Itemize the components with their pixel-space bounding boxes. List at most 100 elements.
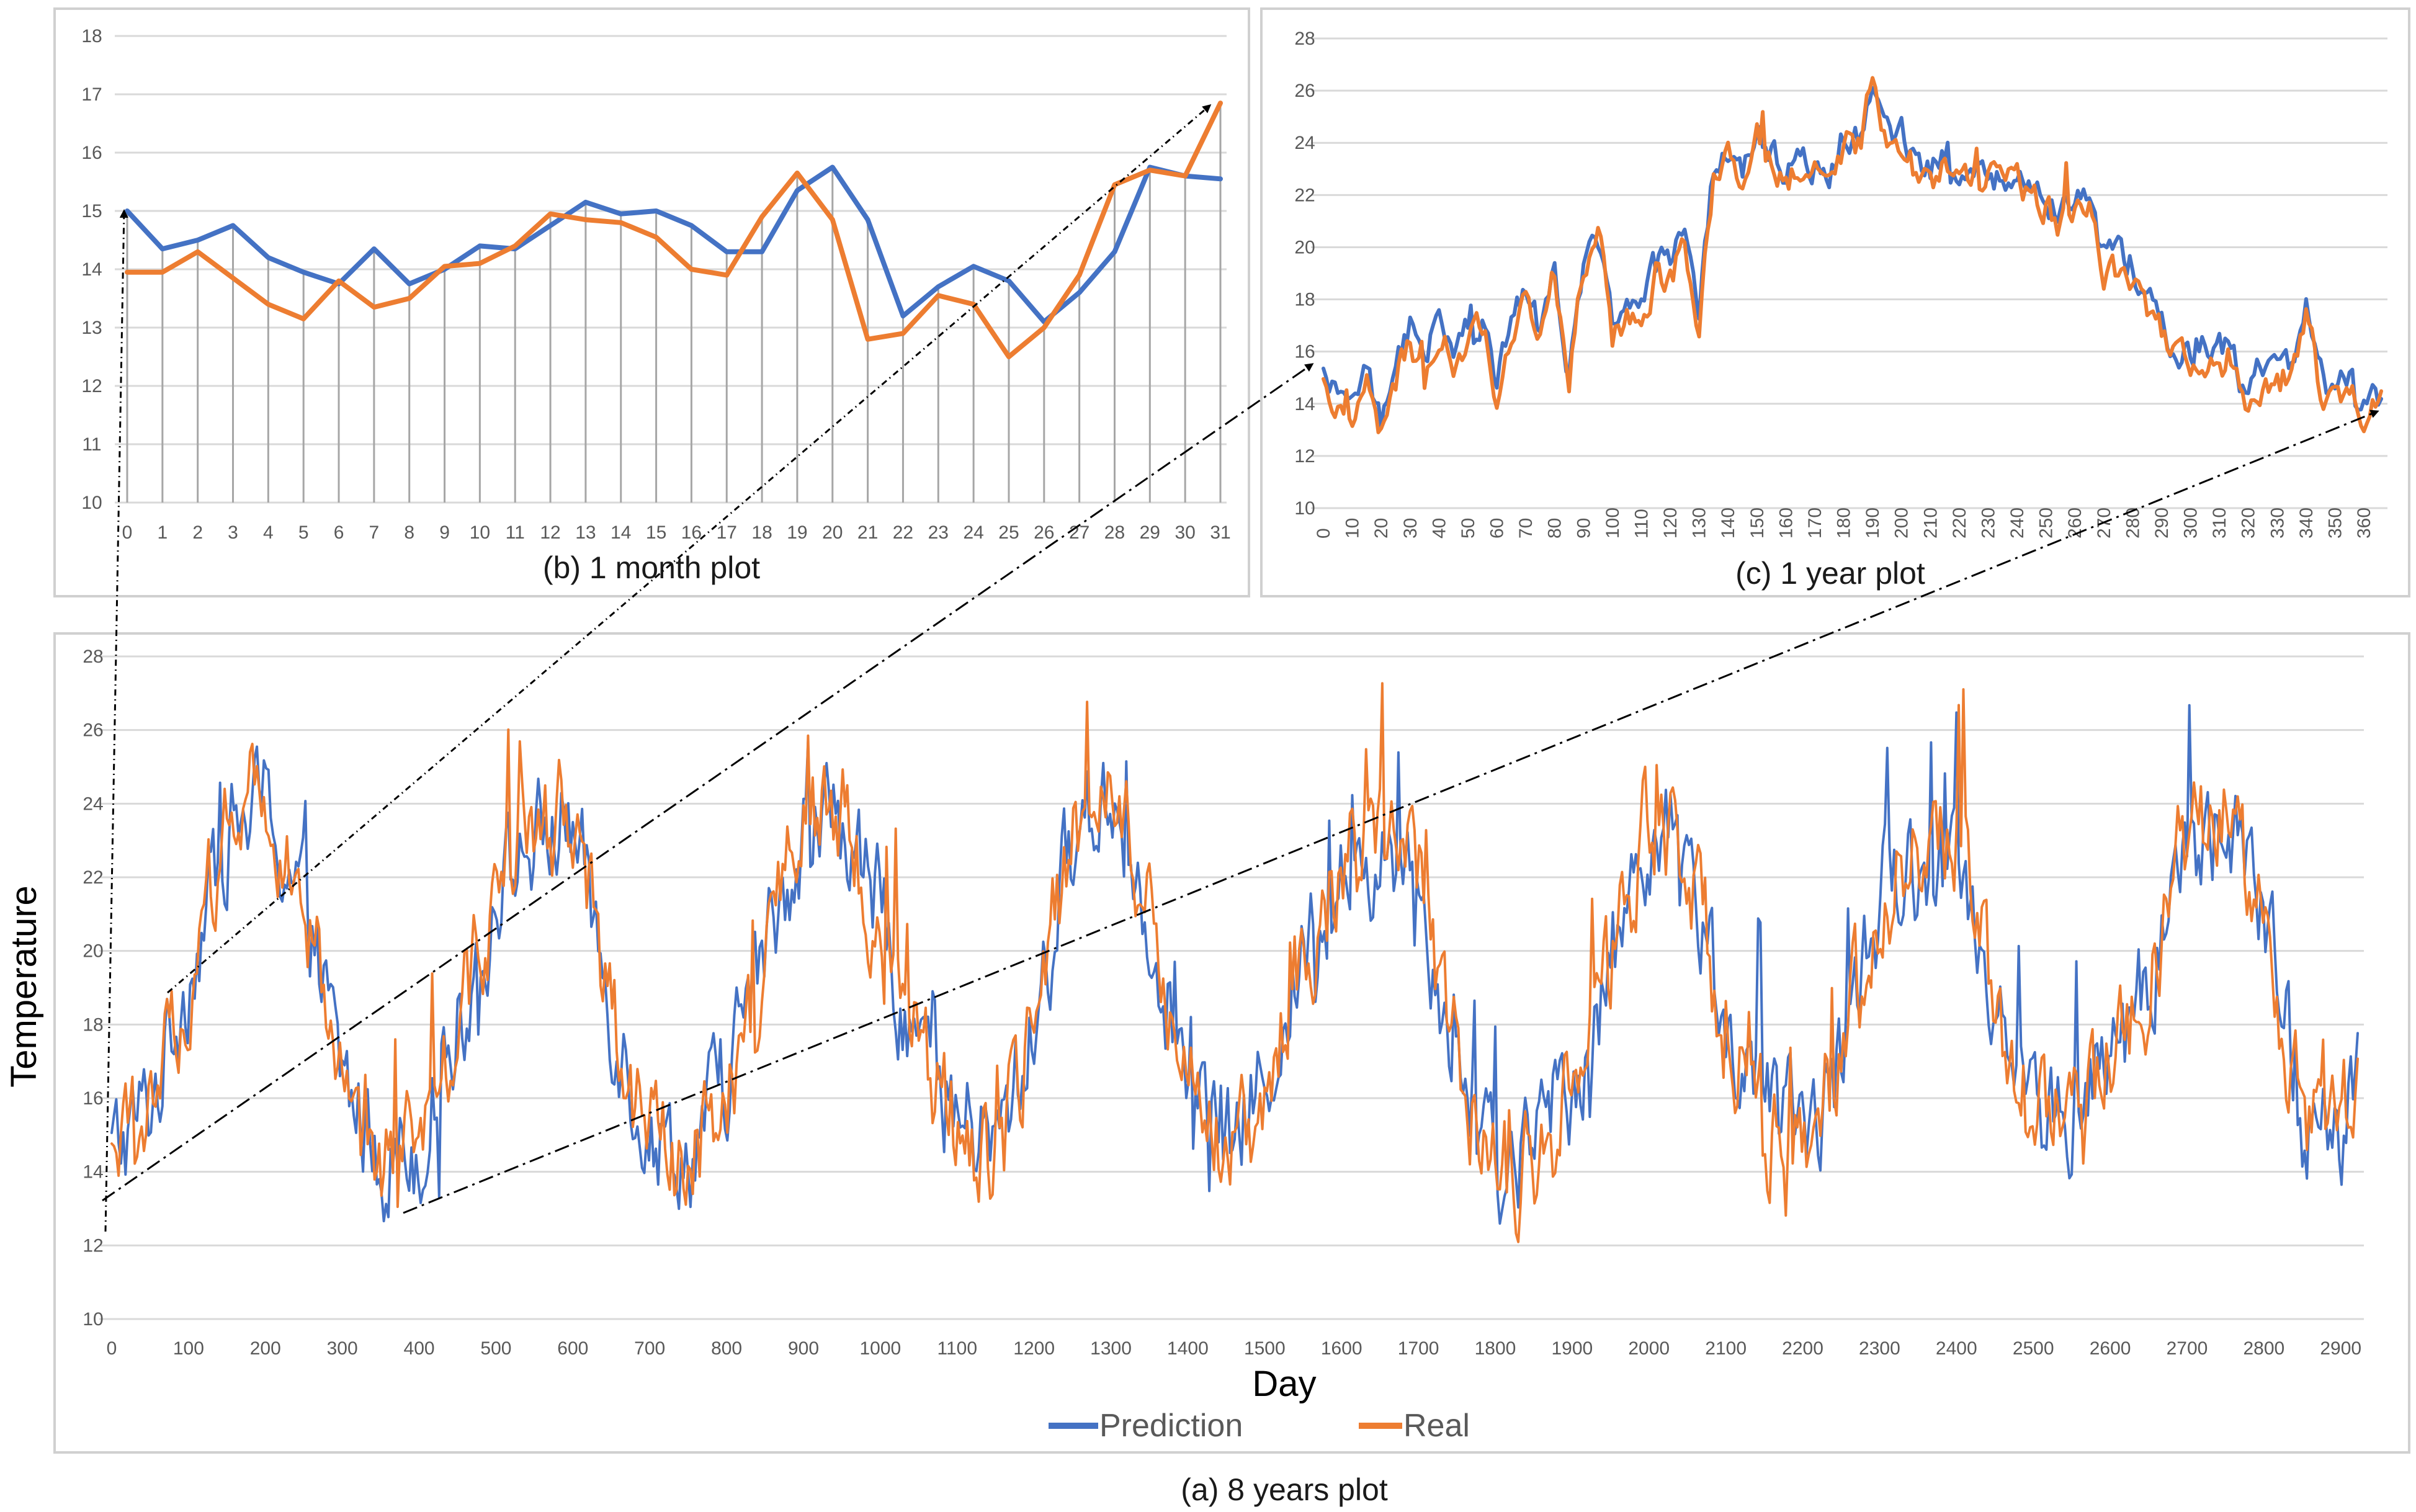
- years-x-tick-label: 1000: [860, 1338, 902, 1359]
- year-x-tick-label: 40: [1429, 518, 1449, 539]
- month-y-tick-label: 12: [81, 376, 102, 396]
- month-series-real-line: [125, 101, 1223, 359]
- years-x-tick-label: 2600: [2090, 1338, 2131, 1359]
- years-x-tick-label: 1100: [937, 1338, 978, 1359]
- year-y-tick-label: 24: [1294, 133, 1315, 153]
- month-caption: (b) 1 month plot: [543, 550, 760, 585]
- year-x-tick-label: 90: [1573, 518, 1594, 539]
- year-x-tick-label: 200: [1892, 508, 1912, 539]
- year-x-tick-label: 340: [2296, 508, 2317, 539]
- year-x-tick-label: 230: [1978, 508, 1998, 539]
- zoom-arrows: [102, 104, 2379, 1232]
- years-y-tick-label: 18: [83, 1014, 103, 1035]
- month-x-tick-label: 12: [540, 522, 560, 543]
- month-x-tick-label: 24: [963, 522, 983, 543]
- month-x-tick-label: 11: [506, 522, 525, 543]
- year-x-tick-label: 150: [1747, 508, 1768, 539]
- year-x-tick-label: 250: [2036, 508, 2057, 539]
- year-caption: (c) 1 year plot: [1735, 556, 1925, 591]
- year-x-tick-label: 70: [1516, 518, 1536, 539]
- month-x-tick-label: 17: [717, 522, 737, 543]
- month-panel-frame: [53, 7, 1250, 597]
- year-x-tick-label: 330: [2267, 508, 2288, 539]
- years-x-tick-label: 2100: [1705, 1338, 1747, 1359]
- legend-real-label: Real: [1403, 1408, 1470, 1444]
- years-caption: (a) 8 years plot: [1181, 1472, 1388, 1507]
- years-x-tick-label: 1300: [1090, 1338, 1132, 1359]
- month-x-tick-label: 25: [998, 522, 1019, 543]
- year-y-tick-label: 22: [1294, 185, 1315, 205]
- year-series-real-line: [1322, 76, 2383, 434]
- years-y-tick-label: 16: [83, 1088, 103, 1109]
- year-x-tick-label: 100: [1603, 508, 1623, 539]
- year-x-tick-label: 80: [1545, 518, 1565, 539]
- year-y-tick-label: 12: [1294, 446, 1315, 467]
- year-x-tick-label: 50: [1458, 518, 1479, 539]
- year-x-tick-label: 320: [2239, 508, 2259, 539]
- years-x-tick-label: 1600: [1321, 1338, 1362, 1359]
- year-x-tick-label: 350: [2325, 508, 2345, 539]
- years-x-tick-label: 1500: [1244, 1338, 1286, 1359]
- year-y-tick-label: 16: [1294, 342, 1315, 362]
- year-x-tick-label: 300: [2181, 508, 2201, 539]
- years-y-tick-label: 14: [83, 1162, 103, 1183]
- arrow-month-end: [167, 104, 1212, 994]
- month-x-tick-label: 28: [1104, 522, 1125, 543]
- years-x-tick-label: 100: [173, 1338, 204, 1359]
- years-x-tick-label: 300: [327, 1338, 358, 1359]
- years-y-tick-label: 24: [83, 794, 103, 814]
- years-y-axis-label: Temperature: [4, 885, 44, 1088]
- year-y-tick-label: 18: [1294, 290, 1315, 310]
- arrow-year-end: [403, 409, 2379, 1214]
- years-y-tick-label: 10: [83, 1309, 103, 1330]
- year-x-tick-label: 290: [2152, 508, 2172, 539]
- month-x-tick-label: 4: [263, 522, 274, 543]
- year-x-tick-label: 120: [1660, 508, 1681, 539]
- years-x-tick-label: 2000: [1628, 1338, 1670, 1359]
- month-x-tick-label: 18: [751, 522, 772, 543]
- year-panel-frame: [1260, 7, 2410, 597]
- year-x-tick-label: 20: [1371, 518, 1392, 539]
- month-x-tick-label: 16: [681, 522, 702, 543]
- month-x-tick-label: 29: [1140, 522, 1160, 543]
- month-x-tick-label: 9: [439, 522, 450, 543]
- month-x-tick-label: 7: [369, 522, 380, 543]
- years-x-tick-label: 2400: [1936, 1338, 1977, 1359]
- year-x-tick-label: 240: [2007, 508, 2028, 539]
- year-x-tick-label: 170: [1805, 508, 1825, 539]
- years-x-tick-label: 800: [711, 1338, 742, 1359]
- month-x-tick-label: 0: [122, 522, 133, 543]
- years-x-tick-label: 2700: [2167, 1338, 2208, 1359]
- years-x-tick-label: 0: [107, 1338, 117, 1359]
- years-x-tick-label: 2300: [1859, 1338, 1900, 1359]
- years-x-tick-label: 500: [480, 1338, 511, 1359]
- month-x-tick-label: 22: [893, 522, 913, 543]
- year-x-tick-label: 0: [1313, 528, 1334, 539]
- legend: Prediction Real: [1049, 1408, 1470, 1444]
- years-y-tick-label: 20: [83, 941, 103, 962]
- month-y-tick-label: 16: [81, 143, 102, 163]
- years-x-tick-label: 2900: [2320, 1338, 2361, 1359]
- year-y-tick-label: 28: [1294, 29, 1315, 49]
- years-panel-frame: [53, 632, 2410, 1454]
- year-x-tick-label: 310: [2209, 508, 2230, 539]
- years-x-tick-label: 700: [634, 1338, 665, 1359]
- years-x-tick-label: 1700: [1398, 1338, 1439, 1359]
- month-x-tick-label: 6: [334, 522, 344, 543]
- year-y-tick-label: 10: [1294, 498, 1315, 519]
- years-x-tick-label: 1400: [1167, 1338, 1209, 1359]
- years-x-tick-label: 1200: [1013, 1338, 1055, 1359]
- month-x-tick-label: 20: [822, 522, 843, 543]
- month-series-prediction-line: [125, 164, 1223, 324]
- month-x-tick-label: 23: [928, 522, 949, 543]
- month-x-tick-label: 13: [575, 522, 596, 543]
- year-y-tick-label: 26: [1294, 81, 1315, 101]
- legend-prediction-label: Prediction: [1099, 1408, 1243, 1444]
- years-series-real-line: [110, 682, 2359, 1243]
- month-x-tick-label: 30: [1174, 522, 1195, 543]
- years-y-tick-label: 22: [83, 867, 103, 888]
- month-y-tick-label: 10: [81, 493, 102, 513]
- month-x-tick-label: 5: [298, 522, 309, 543]
- years-x-tick-label: 400: [404, 1338, 435, 1359]
